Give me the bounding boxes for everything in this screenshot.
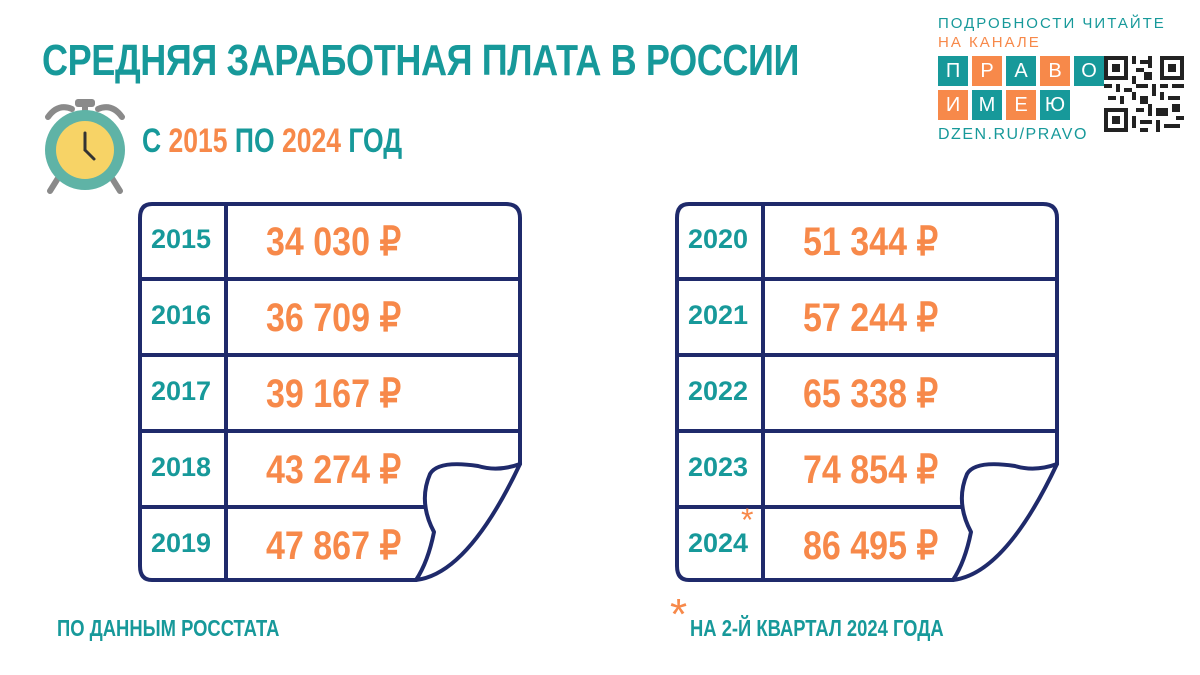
brand-letter: Ю [1040,90,1070,120]
brand-letter: М [972,90,1002,120]
year-cell: 2017 [150,376,212,406]
brand-line-2: НА КАНАЛЕ [938,34,1041,51]
year-cell: 2022 [687,376,749,406]
asterisk-note: НА 2-Й КВАРТАЛ 2024 ГОДА [690,615,944,641]
asterisk-marker: * [741,502,754,538]
salary-table-left: 2015 34 030 ₽ 2016 36 709 ₽ 2017 39 167 … [138,202,523,582]
salary-value: 36 709 ₽ [266,296,402,340]
brand-letter: Е [1006,90,1036,120]
subtitle: С 2015 ПО 2024 ГОД [142,122,403,160]
salary-value: 57 244 ₽ [803,296,939,340]
alarm-clock-icon [45,99,125,194]
year-cell: 2023 [687,452,749,482]
year-cell: 2021 [687,300,749,330]
brand-letter: В [1040,56,1070,86]
salary-value: 65 338 ₽ [803,372,939,416]
table-frame [138,202,522,582]
salary-value: 51 344 ₽ [803,220,939,264]
table-frame [675,202,1059,582]
subtitle-to-year: 2024 [281,122,341,160]
page-title: СРЕДНЯЯ ЗАРАБОТНАЯ ПЛАТА В РОССИИ [42,36,800,85]
subtitle-from-year: 2015 [168,122,228,160]
year-cell: 2018 [150,452,212,482]
year-cell: 2016 [150,300,212,330]
year-cell: 2015 [150,224,212,254]
salary-value: 34 030 ₽ [266,220,402,264]
asterisk-marker: * [670,590,688,639]
salary-value: 47 867 ₽ [266,524,402,568]
brand-letter: Р [972,56,1002,86]
brand-logo[interactable]: П Р А В О И М Е Ю [938,56,1108,124]
salary-value: 43 274 ₽ [266,448,402,492]
salary-value: 86 495 ₽ [803,524,939,568]
qr-code-icon[interactable] [1104,56,1184,132]
salary-value: 74 854 ₽ [803,448,939,492]
salary-value: 39 167 ₽ [266,372,402,416]
year-cell: 2020 [687,224,749,254]
year-cell: 2024 [687,528,749,558]
brand-line-1: ПОДРОБНОСТИ ЧИТАЙТЕ [938,15,1166,32]
brand-letter: А [1006,56,1036,86]
source-note: ПО ДАННЫМ РОССТАТА [57,615,280,641]
year-cell: 2019 [150,528,212,558]
brand-letter: И [938,90,968,120]
salary-table-right: 2020 51 344 ₽ 2021 57 244 ₽ 2022 65 338 … [675,202,1060,582]
brand-letter: О [1074,56,1104,86]
brand-url-link[interactable]: DZEN.RU/PRAVO [938,126,1088,143]
brand-letter: П [938,56,968,86]
